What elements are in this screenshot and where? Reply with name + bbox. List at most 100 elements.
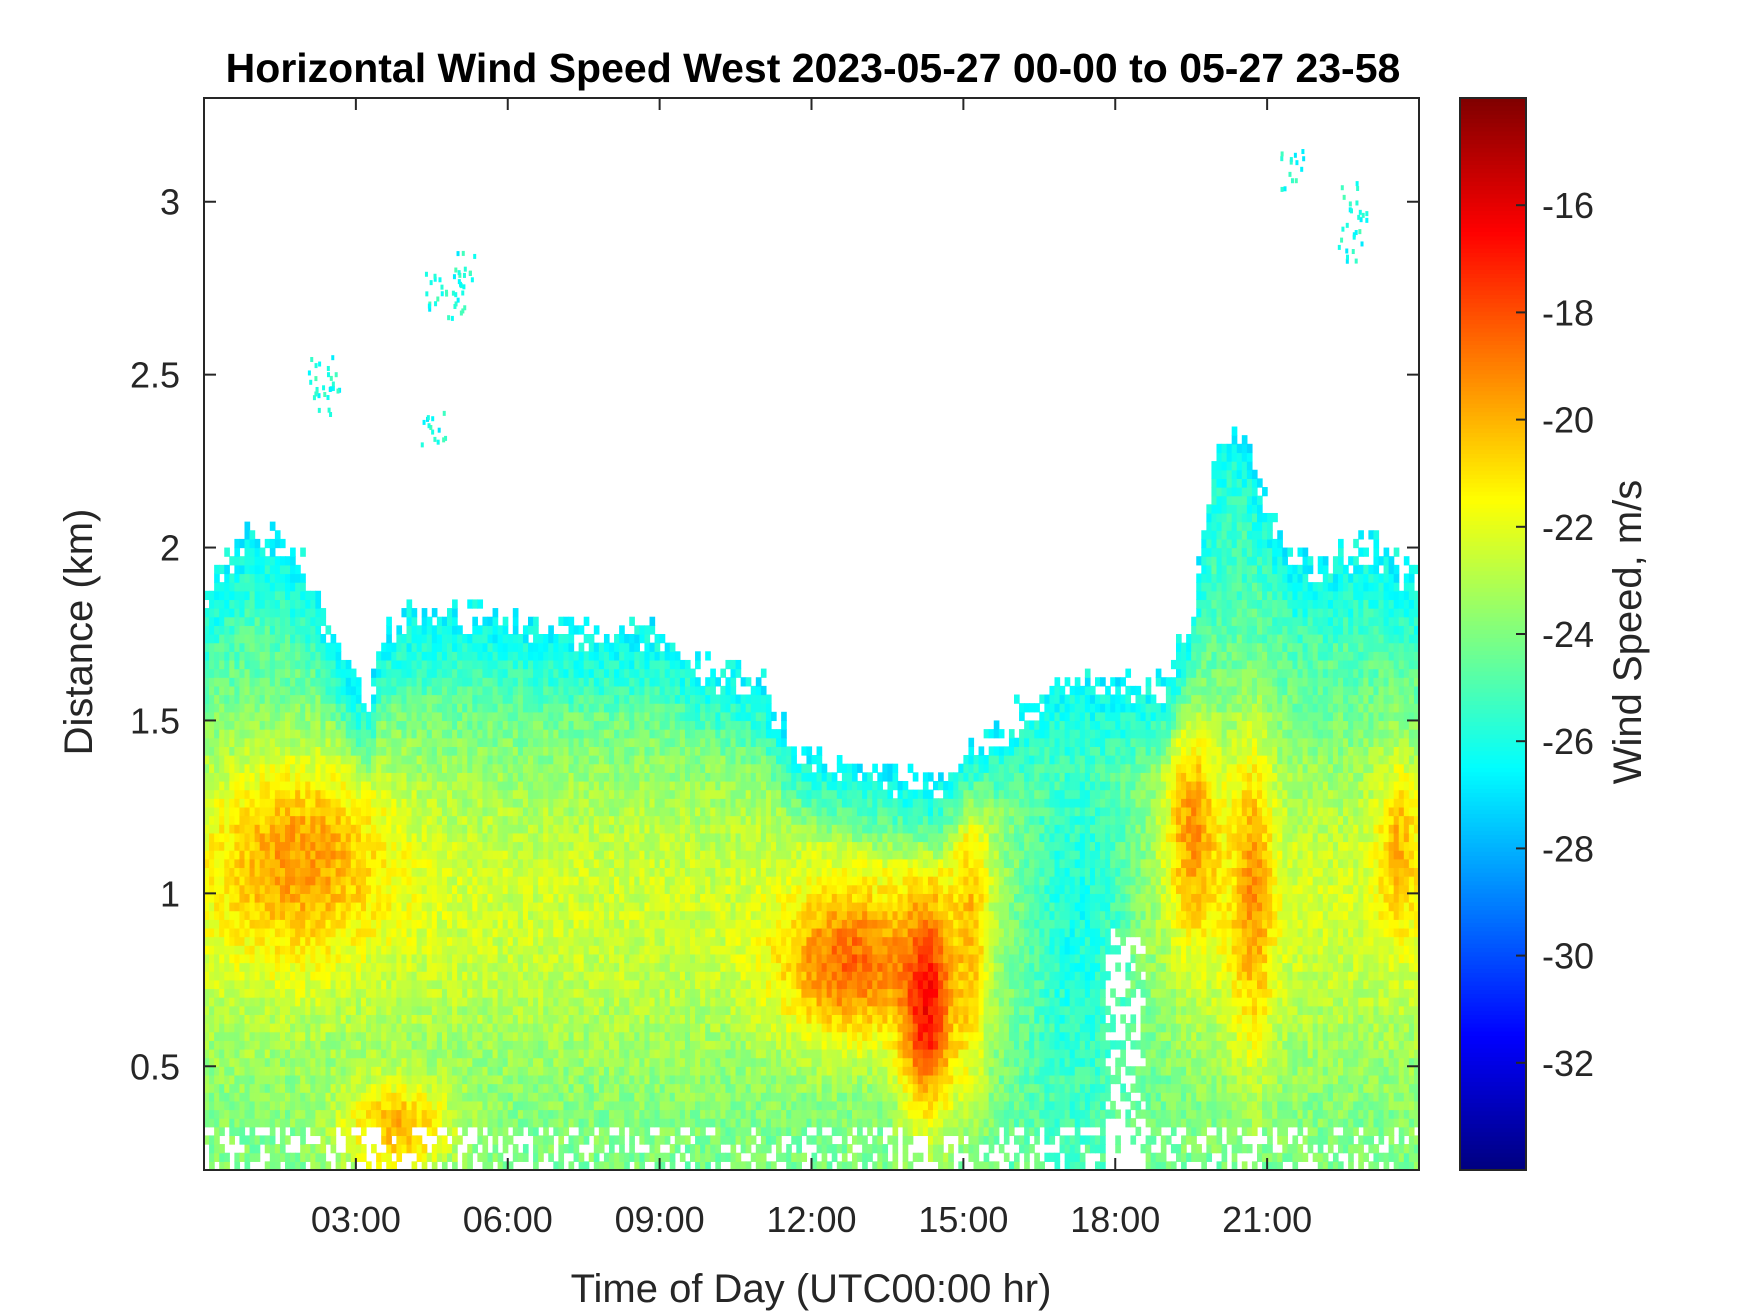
heatmap-cell xyxy=(558,971,565,981)
heatmap-cell xyxy=(426,910,433,920)
heatmap-cell xyxy=(558,824,565,834)
heatmap-cell xyxy=(583,927,590,938)
heatmap-cell xyxy=(558,1083,565,1093)
heatmap-cell xyxy=(558,737,565,747)
heatmap-cell xyxy=(588,668,595,678)
heatmap-cell xyxy=(274,798,281,808)
heatmap-cell xyxy=(360,711,367,722)
heatmap-cell xyxy=(330,1040,337,1050)
heatmap-cell xyxy=(543,927,549,938)
heatmap-cell xyxy=(472,685,478,696)
heatmap-cell xyxy=(209,616,215,626)
heatmap-cell xyxy=(371,1118,377,1128)
heatmap-cell xyxy=(421,971,428,981)
heatmap-cell xyxy=(528,677,534,687)
heatmap-cell xyxy=(259,729,266,739)
heatmap-cell xyxy=(290,556,296,566)
heatmap-cell xyxy=(517,1031,524,1041)
heatmap-cell xyxy=(462,703,468,713)
heatmap-cell xyxy=(224,997,230,1007)
heatmap-cell xyxy=(548,737,554,747)
heatmap-cell xyxy=(431,1040,438,1050)
heatmap-cell xyxy=(214,962,220,972)
heatmap-cell xyxy=(447,962,453,972)
heatmap-cell xyxy=(538,1074,544,1085)
heatmap-cell xyxy=(563,798,570,808)
heatmap-cell xyxy=(285,1031,291,1041)
heatmap-cell xyxy=(482,806,489,817)
heatmap-cell xyxy=(249,677,256,687)
heatmap-cell xyxy=(558,902,565,912)
heatmap-cell xyxy=(457,841,463,851)
heatmap-cell xyxy=(452,806,458,817)
heatmap-cell xyxy=(355,1092,362,1102)
heatmap-cell xyxy=(310,1152,316,1162)
heatmap-cell xyxy=(305,850,311,860)
heatmap-cell xyxy=(381,1100,387,1111)
heatmap-cell xyxy=(204,910,210,920)
heatmap-cell xyxy=(244,789,251,799)
heatmap-cell xyxy=(239,1109,246,1119)
heatmap-cell xyxy=(295,832,301,843)
heatmap-cell xyxy=(416,1014,423,1024)
heatmap-cell xyxy=(300,573,306,583)
heatmap-cell xyxy=(244,832,251,843)
heatmap-cell xyxy=(553,1066,559,1076)
heatmap-cell xyxy=(431,919,438,929)
heatmap-cell xyxy=(553,867,559,877)
heatmap-cell xyxy=(421,711,428,722)
heatmap-cell xyxy=(345,1040,352,1050)
heatmap-cell xyxy=(254,642,261,652)
heatmap-cell xyxy=(229,876,235,886)
heatmap-cell xyxy=(462,755,468,765)
heatmap-cell xyxy=(477,936,484,946)
heatmap-cell xyxy=(462,1074,468,1085)
heatmap-cell xyxy=(249,971,256,981)
heatmap-cell xyxy=(543,910,549,920)
heatmap-cell xyxy=(538,1144,544,1154)
heatmap-cell xyxy=(279,772,286,782)
heatmap-cell xyxy=(305,625,311,635)
heatmap-cell xyxy=(406,1135,413,1145)
heatmap-cell xyxy=(538,1066,544,1076)
heatmap-cell xyxy=(315,694,322,704)
heatmap-cell xyxy=(229,1040,235,1050)
heatmap-cell xyxy=(558,1152,565,1162)
heatmap-cell xyxy=(254,841,261,851)
heatmap-cell xyxy=(224,1100,230,1111)
heatmap-cell xyxy=(487,755,494,765)
heatmap-cell xyxy=(507,997,514,1007)
heatmap-cell xyxy=(416,668,423,678)
heatmap-cell xyxy=(340,1118,347,1128)
heatmap-cell xyxy=(528,867,534,877)
heatmap-cell xyxy=(507,1074,514,1085)
heatmap-cell xyxy=(330,850,337,860)
heatmap-cell xyxy=(578,1118,585,1128)
heatmap-cell xyxy=(528,1074,534,1085)
heatmap-cell xyxy=(259,1040,266,1050)
heatmap-cell xyxy=(553,927,559,938)
heatmap-cell xyxy=(325,746,332,756)
heatmap-cell xyxy=(447,893,453,903)
heatmap-cell xyxy=(436,1092,443,1102)
heatmap-cell xyxy=(487,625,494,635)
heatmap-cell xyxy=(436,1100,443,1111)
heatmap-cell xyxy=(340,1057,347,1067)
heatmap-cell xyxy=(502,824,509,834)
heatmap-cell xyxy=(401,608,408,618)
heatmap-cell xyxy=(543,1118,549,1128)
heatmap-cell xyxy=(472,651,478,661)
heatmap-cell xyxy=(264,815,271,825)
heatmap-cell xyxy=(229,1118,235,1128)
heatmap-cell xyxy=(568,1100,575,1111)
heatmap-cell xyxy=(300,815,306,825)
heatmap-cell xyxy=(533,668,539,678)
heatmap-cell xyxy=(512,832,519,843)
heatmap-cell xyxy=(310,841,316,851)
heatmap-cell xyxy=(229,902,235,912)
heatmap-cell xyxy=(274,1040,281,1050)
heatmap-cell xyxy=(512,1066,519,1076)
heatmap-cell xyxy=(335,902,342,912)
heatmap-cell xyxy=(274,815,281,825)
